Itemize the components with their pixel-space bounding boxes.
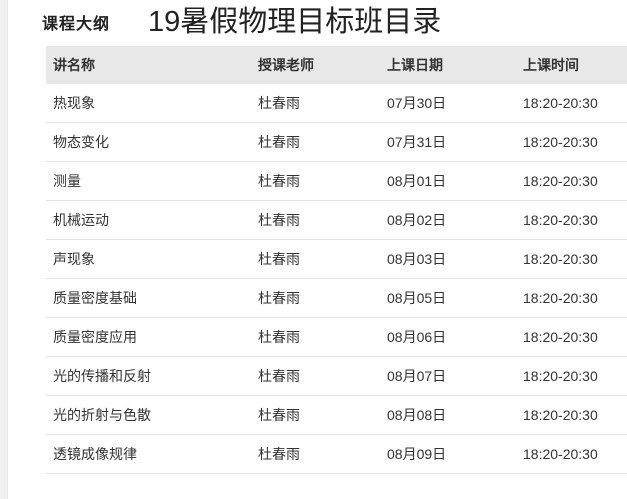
column-header-time: 上课时间 <box>523 57 579 73</box>
class-date: 08月01日 <box>387 173 447 189</box>
class-time: 18:20-20:30 <box>523 95 598 111</box>
class-date: 08月02日 <box>387 212 447 228</box>
table-row: 声现象 杜春雨 08月03日 18:20-20:30 <box>46 240 627 279</box>
column-header-lesson-name: 讲名称 <box>53 57 95 73</box>
class-time: 18:20-20:30 <box>523 251 598 267</box>
table-row: 物态变化 杜春雨 07月31日 18:20-20:30 <box>46 123 627 162</box>
lesson-name: 质量密度应用 <box>53 329 137 345</box>
class-time: 18:20-20:30 <box>523 368 598 384</box>
lesson-name: 光的折射与色散 <box>53 407 151 423</box>
column-header-teacher: 授课老师 <box>258 57 314 73</box>
table-header-row: 讲名称 授课老师 上课日期 上课时间 <box>46 46 627 84</box>
class-date: 07月30日 <box>387 95 447 111</box>
class-time: 18:20-20:30 <box>523 134 598 150</box>
class-date: 08月08日 <box>387 407 447 423</box>
class-date: 08月07日 <box>387 368 447 384</box>
teacher-name: 杜春雨 <box>258 290 300 306</box>
table-row: 机械运动 杜春雨 08月02日 18:20-20:30 <box>46 201 627 240</box>
lesson-name: 透镜成像规律 <box>53 446 137 462</box>
page-title: 19暑假物理目标班目录 <box>148 6 442 38</box>
lesson-name: 质量密度基础 <box>53 290 137 306</box>
table-row: 测量 杜春雨 08月01日 18:20-20:30 <box>46 162 627 201</box>
course-outline-label: 课程大纲 <box>42 16 111 33</box>
teacher-name: 杜春雨 <box>258 95 300 111</box>
class-date: 07月31日 <box>387 134 447 150</box>
teacher-name: 杜春雨 <box>258 446 300 462</box>
lesson-name: 声现象 <box>53 251 95 267</box>
class-date: 08月09日 <box>387 446 447 462</box>
class-time: 18:20-20:30 <box>523 212 598 228</box>
lesson-name: 物态变化 <box>53 134 109 150</box>
teacher-name: 杜春雨 <box>258 251 300 267</box>
lesson-name: 测量 <box>53 173 81 189</box>
class-date: 08月03日 <box>387 251 447 267</box>
class-date: 08月05日 <box>387 290 447 306</box>
teacher-name: 杜春雨 <box>258 329 300 345</box>
class-date: 08月06日 <box>387 329 447 345</box>
table-row: 热现象 杜春雨 07月30日 18:20-20:30 <box>46 84 627 123</box>
teacher-name: 杜春雨 <box>258 212 300 228</box>
table-row: 质量密度基础 杜春雨 08月05日 18:20-20:30 <box>46 279 627 318</box>
class-time: 18:20-20:30 <box>523 329 598 345</box>
teacher-name: 杜春雨 <box>258 368 300 384</box>
lesson-name: 热现象 <box>53 95 95 111</box>
column-header-date: 上课日期 <box>387 57 443 73</box>
table-row: 透镜成像规律 杜春雨 08月09日 18:20-20:30 <box>46 435 627 474</box>
class-time: 18:20-20:30 <box>523 173 598 189</box>
lesson-name: 机械运动 <box>53 212 109 228</box>
left-gutter <box>0 0 8 499</box>
page-header: 课程大纲 19暑假物理目标班目录 <box>42 4 441 40</box>
table-row: 光的折射与色散 杜春雨 08月08日 18:20-20:30 <box>46 396 627 435</box>
teacher-name: 杜春雨 <box>258 134 300 150</box>
table-row: 光的传播和反射 杜春雨 08月07日 18:20-20:30 <box>46 357 627 396</box>
course-schedule-table: 讲名称 授课老师 上课日期 上课时间 热现象 杜春雨 07月30日 18:20-… <box>46 46 627 474</box>
class-time: 18:20-20:30 <box>523 290 598 306</box>
table-row: 质量密度应用 杜春雨 08月06日 18:20-20:30 <box>46 318 627 357</box>
class-time: 18:20-20:30 <box>523 407 598 423</box>
teacher-name: 杜春雨 <box>258 173 300 189</box>
teacher-name: 杜春雨 <box>258 407 300 423</box>
lesson-name: 光的传播和反射 <box>53 368 151 384</box>
class-time: 18:20-20:30 <box>523 446 598 462</box>
